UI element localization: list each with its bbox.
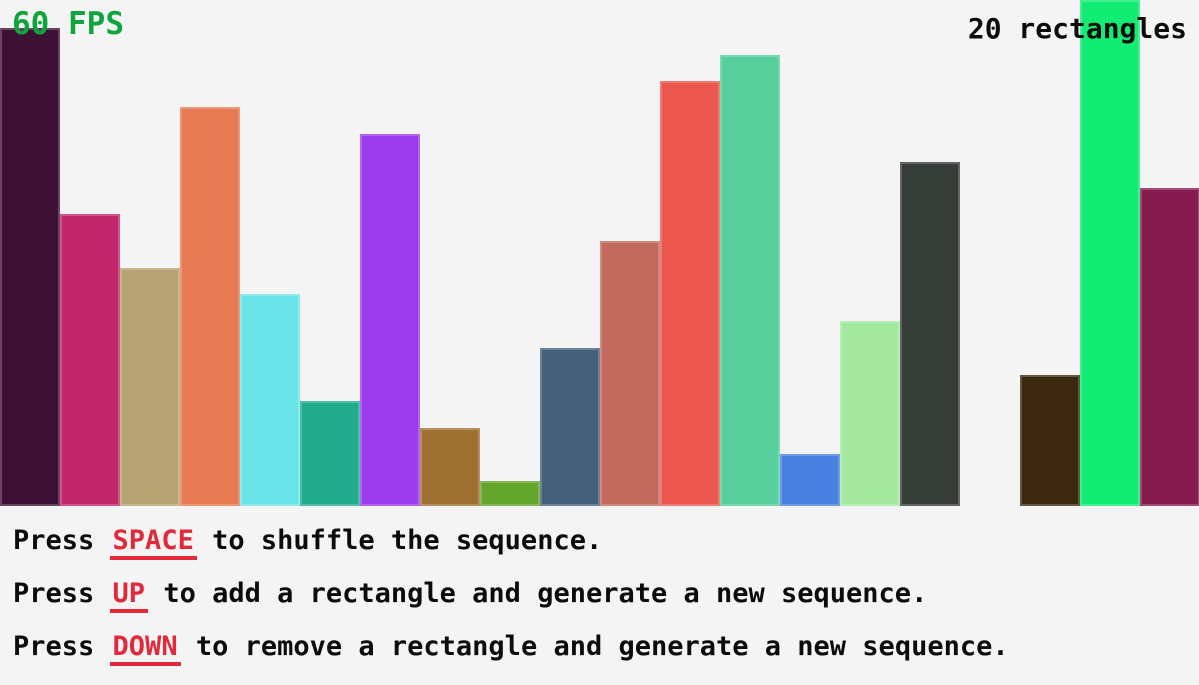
- bar: [840, 321, 900, 506]
- bar: [480, 481, 540, 506]
- instruction-line-remove: Press DOWN to remove a rectangle and gen…: [13, 632, 1009, 666]
- bar: [1080, 0, 1140, 506]
- instruction-suffix: to add a rectangle and generate a new se…: [147, 578, 928, 609]
- bar: [900, 162, 960, 506]
- instruction-prefix: Press: [13, 631, 111, 662]
- bar: [720, 55, 780, 506]
- bar: [300, 401, 360, 506]
- bar: [540, 348, 600, 506]
- bars-container: [0, 0, 1199, 506]
- key-up-label: UP: [109, 580, 149, 613]
- bar: [780, 454, 840, 506]
- instructions-panel: Press SPACE to shuffle the sequence. Pre…: [13, 526, 1009, 685]
- rectangle-count-label: 20 rectangles: [967, 12, 1187, 45]
- bar: [1020, 375, 1080, 506]
- bar: [1140, 188, 1199, 506]
- instruction-prefix: Press: [13, 578, 111, 609]
- bar: [240, 294, 300, 506]
- instruction-suffix: to remove a rectangle and generate a new…: [179, 631, 1009, 662]
- bar: [360, 134, 420, 506]
- bar: [180, 107, 240, 506]
- instruction-suffix: to shuffle the sequence.: [195, 525, 603, 556]
- instruction-line-add: Press UP to add a rectangle and generate…: [13, 579, 1009, 613]
- instruction-line-shuffle: Press SPACE to shuffle the sequence.: [13, 526, 1009, 560]
- instruction-prefix: Press: [13, 525, 111, 556]
- bar: [420, 428, 480, 506]
- bar: [120, 268, 180, 506]
- fps-counter: 60 FPS: [12, 6, 124, 42]
- key-down-label: DOWN: [109, 633, 181, 666]
- bar: [0, 28, 60, 506]
- bar: [660, 81, 720, 506]
- bar: [600, 241, 660, 506]
- key-space-label: SPACE: [109, 527, 197, 560]
- bar: [60, 214, 120, 506]
